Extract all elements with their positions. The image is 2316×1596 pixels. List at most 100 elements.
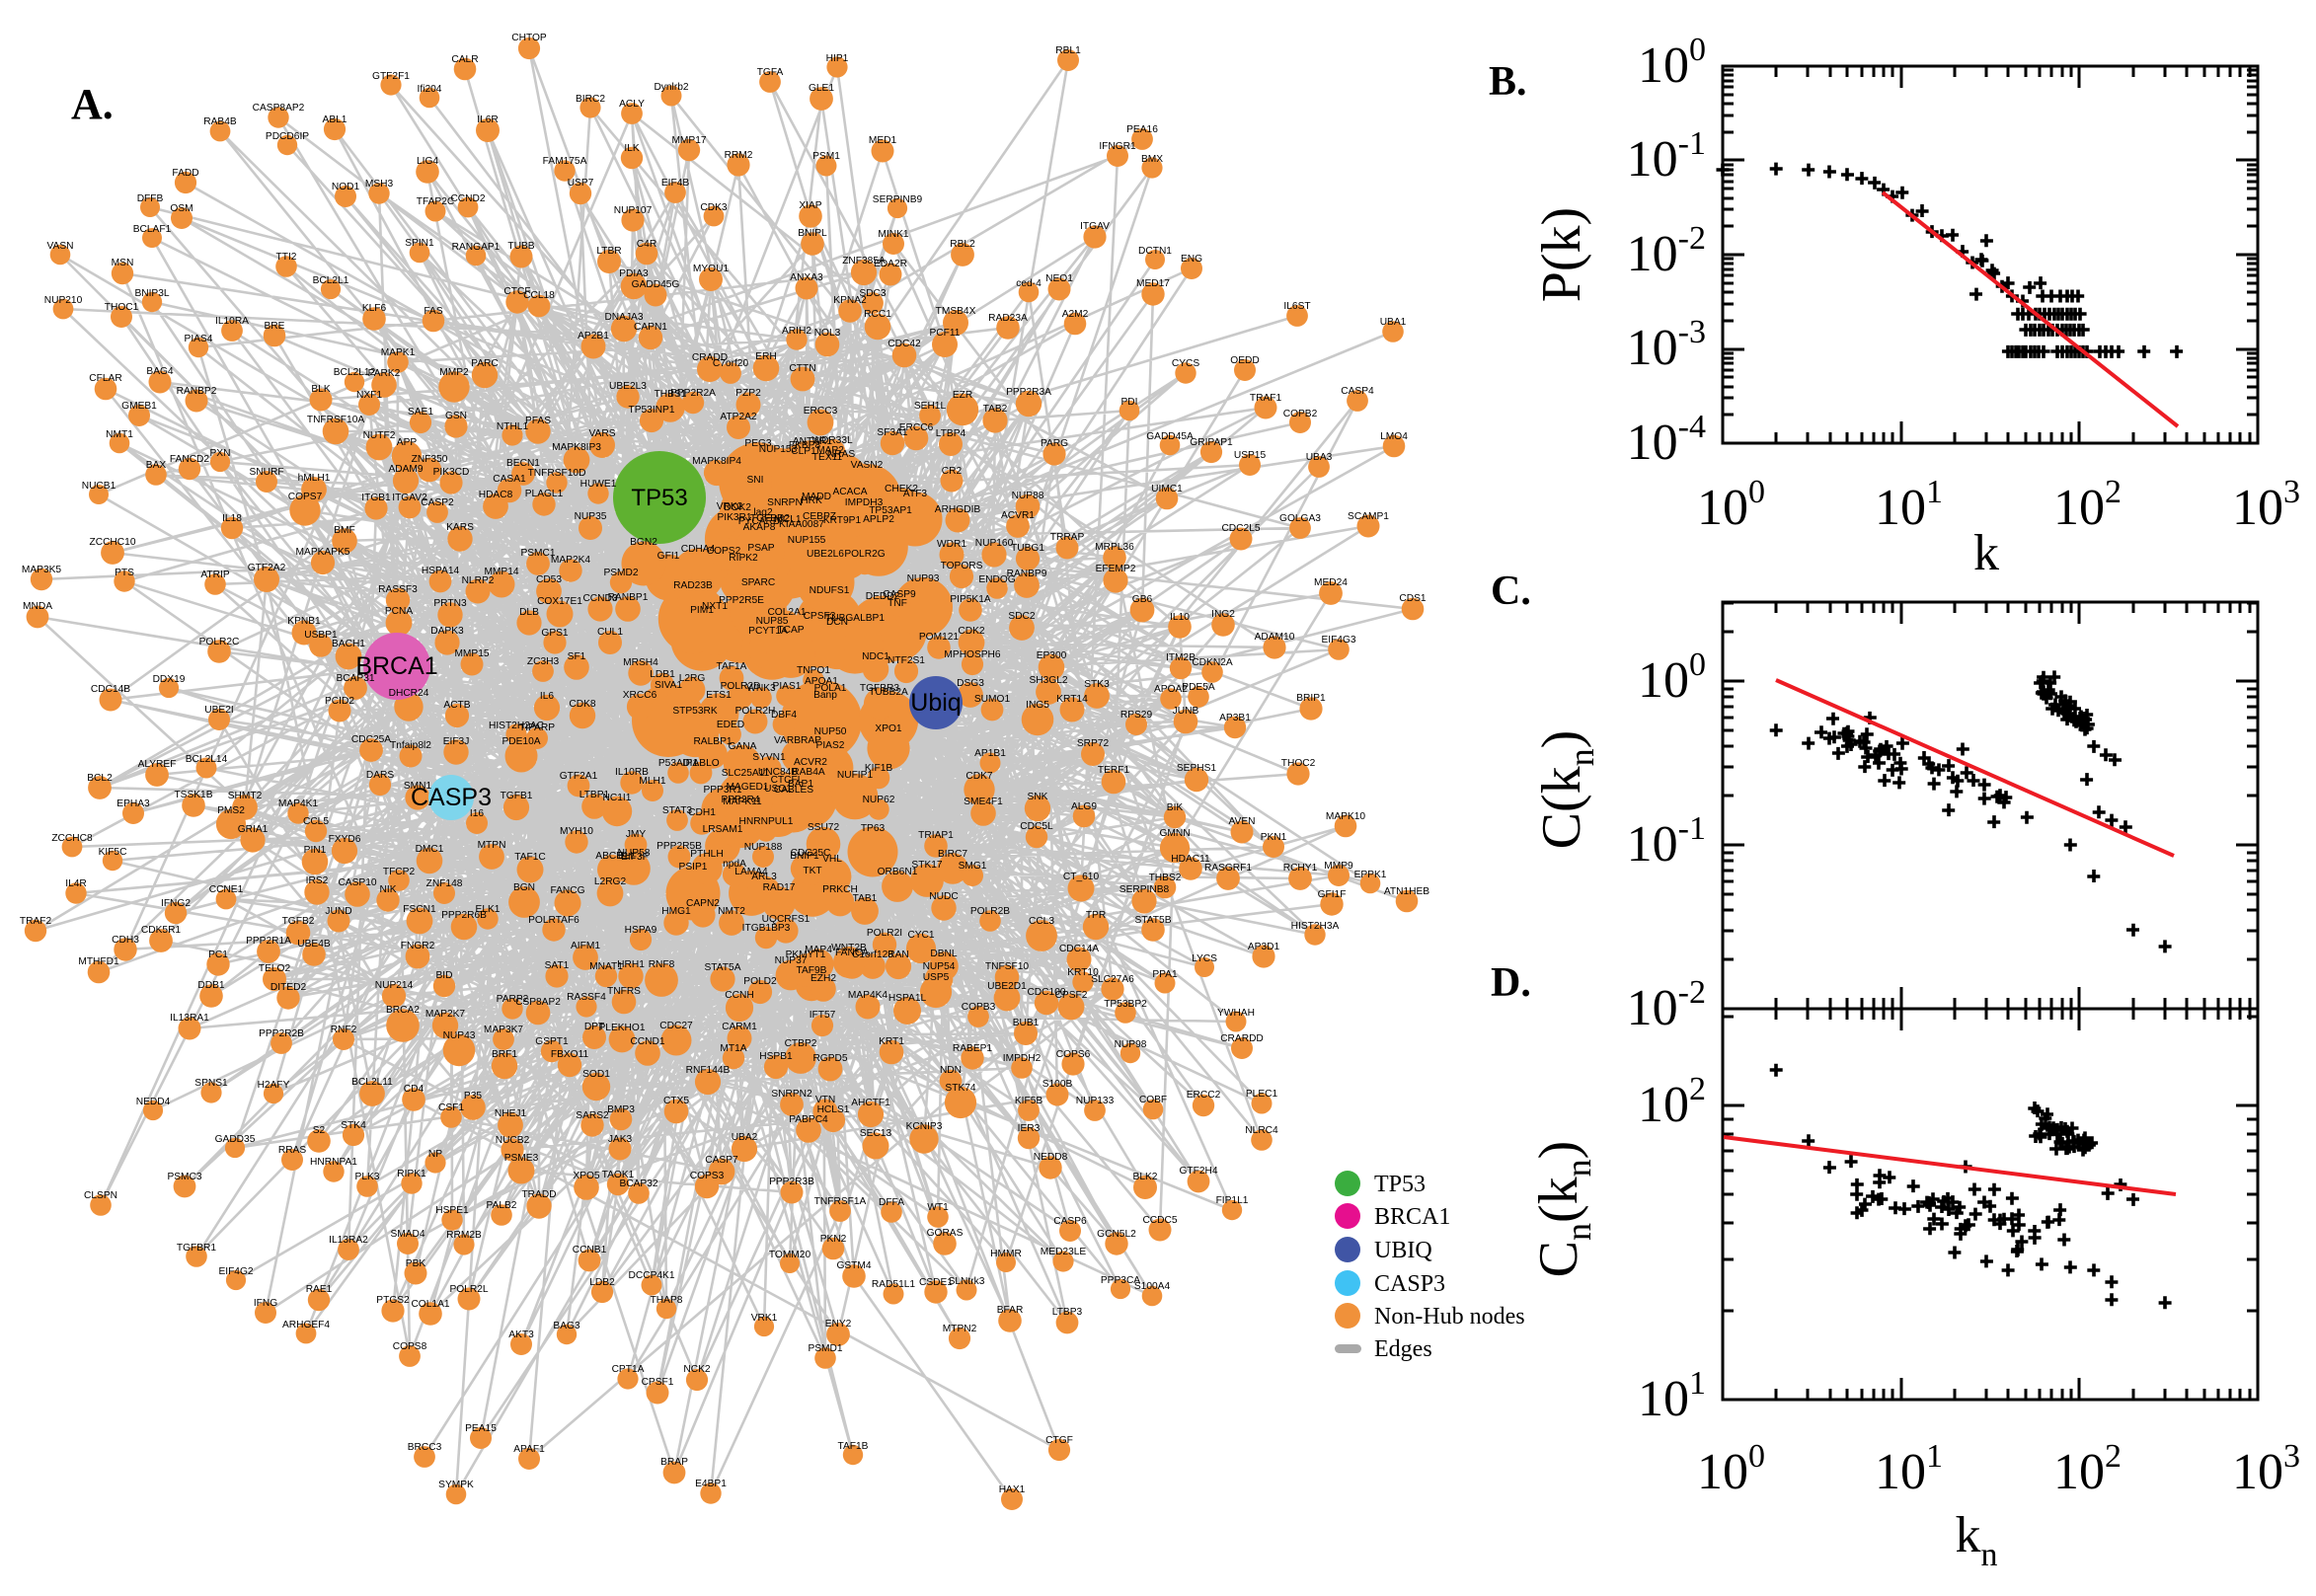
- svg-text:COPB3: COPB3: [962, 1002, 996, 1013]
- svg-text:MADD: MADD: [802, 492, 831, 502]
- svg-text:KRT10: KRT10: [1067, 967, 1099, 978]
- svg-text:ZNF350: ZNF350: [412, 454, 448, 465]
- svg-text:C7orf20: C7orf20: [713, 358, 749, 369]
- svg-text:HSPA1L: HSPA1L: [888, 993, 927, 1004]
- svg-text:COL2A1: COL2A1: [767, 607, 806, 618]
- svg-text:NUP62: NUP62: [863, 795, 895, 805]
- svg-text:DOK2: DOK2: [724, 502, 751, 513]
- svg-text:ACTB: ACTB: [443, 700, 470, 711]
- svg-text:CDC42: CDC42: [888, 339, 921, 349]
- svg-text:NEDD4: NEDD4: [136, 1097, 171, 1107]
- svg-text:NUP98: NUP98: [1115, 1039, 1147, 1050]
- svg-text:GRIA1: GRIA1: [238, 824, 269, 835]
- svg-text:CDKN2A: CDKN2A: [1192, 657, 1233, 668]
- svg-text:MMP9: MMP9: [1324, 861, 1353, 872]
- svg-text:ENDOG: ENDOG: [978, 574, 1015, 585]
- svg-text:POLR2H: POLR2H: [735, 706, 776, 717]
- svg-text:CD4: CD4: [404, 1084, 425, 1095]
- svg-text:PPA1: PPA1: [1152, 969, 1178, 980]
- svg-text:NUP93: NUP93: [907, 573, 940, 584]
- svg-text:PCF11: PCF11: [930, 328, 961, 339]
- svg-text:MED17: MED17: [1136, 278, 1170, 289]
- svg-text:NUP160: NUP160: [975, 538, 1014, 549]
- svg-text:POLR2D: POLR2D: [721, 681, 761, 692]
- svg-text:COX17E1: COX17E1: [537, 596, 582, 607]
- svg-text:IRS2: IRS2: [306, 875, 329, 886]
- svg-text:DBF4: DBF4: [771, 710, 797, 721]
- svg-text:TGFBR3: TGFBR3: [860, 683, 900, 694]
- svg-text:NRAS: NRAS: [827, 449, 856, 460]
- svg-text:SAE1: SAE1: [408, 407, 433, 418]
- svg-text:NUTF2: NUTF2: [363, 430, 396, 441]
- svg-text:AKAP8: AKAP8: [743, 522, 776, 533]
- svg-text:YWHAH: YWHAH: [1217, 1008, 1255, 1019]
- svg-text:PPP3CA: PPP3CA: [1101, 1275, 1140, 1286]
- svg-text:EPPK1: EPPK1: [1354, 870, 1387, 880]
- svg-text:PLAGL1: PLAGL1: [525, 489, 564, 499]
- svg-text:ELL: ELL: [618, 851, 636, 862]
- svg-text:NUP107: NUP107: [614, 205, 653, 216]
- svg-text:ADAM10: ADAM10: [1255, 632, 1295, 643]
- svg-text:KIF5B: KIF5B: [1015, 1096, 1043, 1106]
- svg-text:DEDD2: DEDD2: [866, 591, 900, 602]
- svg-text:SCAMP1: SCAMP1: [1348, 511, 1389, 522]
- svg-text:RAD23B: RAD23B: [673, 580, 713, 591]
- svg-text:BAX: BAX: [146, 460, 167, 471]
- svg-text:DPT: DPT: [584, 1022, 604, 1032]
- svg-text:SDC3: SDC3: [859, 288, 887, 299]
- svg-text:SEPHS1: SEPHS1: [1177, 763, 1217, 774]
- svg-text:BRE: BRE: [265, 321, 285, 332]
- svg-text:LYCS: LYCS: [1192, 953, 1217, 964]
- svg-text:AVEN: AVEN: [1229, 816, 1256, 827]
- svg-text:HUWE1: HUWE1: [580, 479, 617, 490]
- svg-text:MYH10: MYH10: [560, 826, 593, 837]
- svg-text:CCNB1: CCNB1: [573, 1245, 607, 1255]
- svg-text:CDHA4: CDHA4: [681, 544, 716, 555]
- svg-text:PCYT1A: PCYT1A: [748, 626, 788, 637]
- svg-text:HMG1: HMG1: [661, 906, 691, 917]
- svg-text:TP53: TP53: [1374, 1172, 1426, 1197]
- svg-text:USP7: USP7: [568, 178, 594, 189]
- svg-text:RIPK2: RIPK2: [729, 553, 758, 564]
- svg-text:MINK1: MINK1: [878, 229, 908, 240]
- svg-text:MTPN: MTPN: [478, 840, 506, 851]
- svg-text:SSU72: SSU72: [808, 822, 840, 833]
- svg-text:KIF5C: KIF5C: [99, 847, 127, 858]
- svg-text:NUP50: NUP50: [814, 726, 847, 737]
- svg-text:COPS6: COPS6: [1056, 1049, 1091, 1060]
- svg-text:DFFA: DFFA: [879, 1197, 904, 1208]
- svg-text:TAB1: TAB1: [853, 893, 878, 904]
- svg-text:STAT3: STAT3: [662, 805, 693, 816]
- svg-text:WNT2B: WNT2B: [831, 943, 867, 953]
- svg-text:PEG3: PEG3: [744, 438, 772, 449]
- svg-text:THBS2: THBS2: [1149, 873, 1182, 883]
- svg-text:GLE1: GLE1: [809, 83, 834, 94]
- svg-text:CHTOP: CHTOP: [511, 33, 547, 43]
- svg-text:RIPK1: RIPK1: [397, 1169, 426, 1179]
- svg-text:MAGED1: MAGED1: [726, 782, 768, 793]
- svg-text:DCCP4K1: DCCP4K1: [629, 1270, 675, 1281]
- svg-text:C1orf123: C1orf123: [852, 950, 893, 960]
- svg-text:HSPE1: HSPE1: [435, 1205, 469, 1216]
- svg-text:VASN2: VASN2: [851, 460, 884, 471]
- svg-text:CPSF3: CPSF3: [804, 611, 836, 622]
- svg-text:IL6R: IL6R: [477, 114, 499, 125]
- svg-text:SPIN1: SPIN1: [405, 238, 434, 249]
- svg-text:BRCA1: BRCA1: [1374, 1204, 1450, 1230]
- svg-text:STP53RK: STP53RK: [672, 706, 718, 717]
- svg-text:RASSF3: RASSF3: [378, 584, 418, 595]
- svg-text:CASP8AP2: CASP8AP2: [253, 103, 305, 114]
- svg-text:KRT9P1: KRT9P1: [823, 515, 862, 526]
- svg-text:GTF2A1: GTF2A1: [560, 771, 598, 782]
- svg-text:CDH1: CDH1: [688, 807, 716, 818]
- svg-text:ATRIP: ATRIP: [200, 570, 229, 580]
- svg-text:TNFRSF10A: TNFRSF10A: [307, 415, 365, 425]
- svg-text:CCND2: CCND2: [450, 193, 485, 204]
- svg-text:SNK: SNK: [1028, 792, 1048, 802]
- svg-text:NTHL1: NTHL1: [497, 421, 529, 432]
- svg-text:NUP88: NUP88: [1012, 491, 1044, 501]
- svg-text:PARC: PARC: [471, 358, 499, 369]
- svg-text:NDN: NDN: [940, 1065, 962, 1076]
- svg-text:EDED: EDED: [717, 720, 744, 730]
- svg-text:BNIP1: BNIP1: [790, 851, 819, 862]
